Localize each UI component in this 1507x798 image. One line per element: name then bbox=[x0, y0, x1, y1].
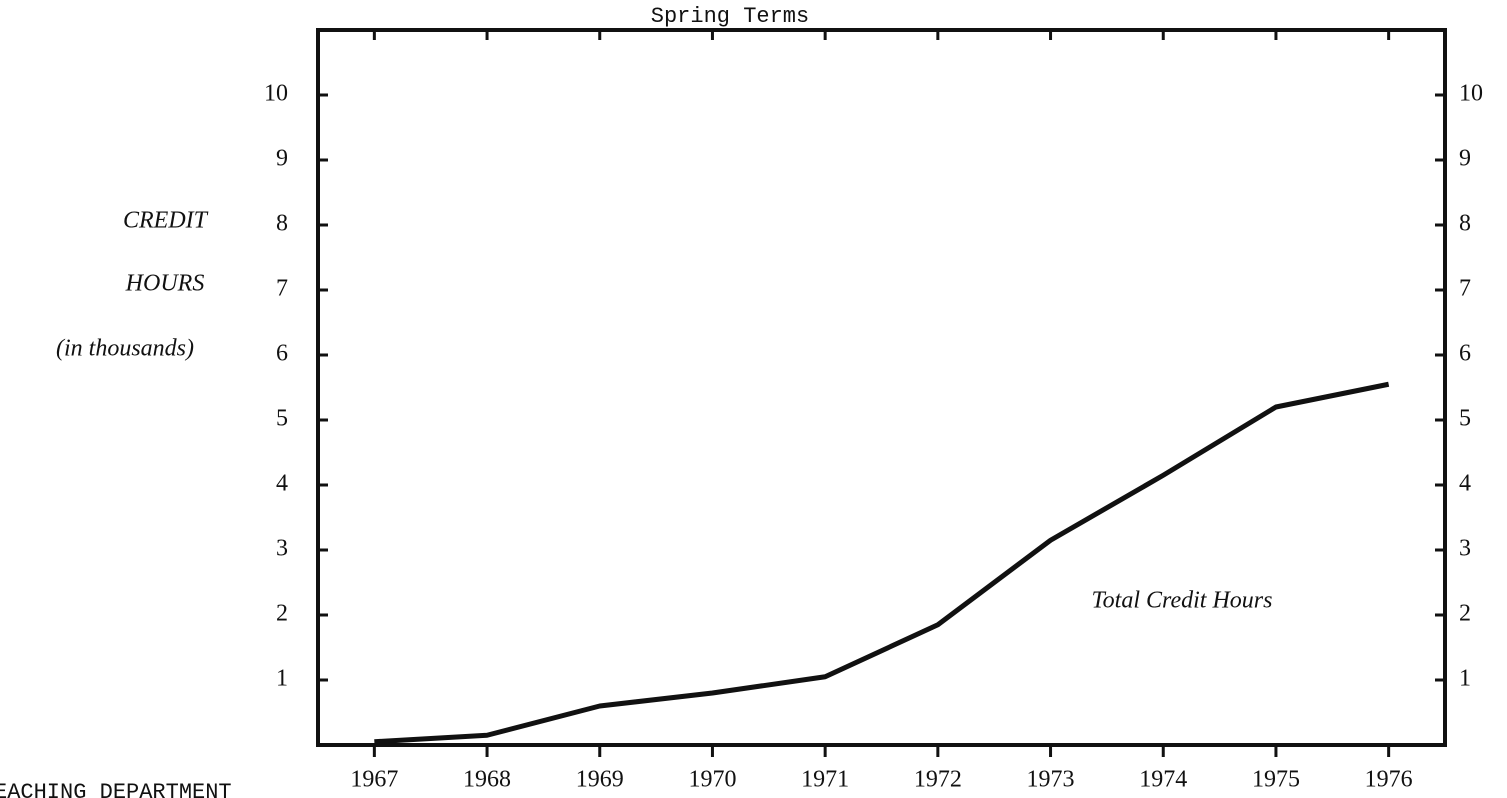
x-tick-label: 1976 bbox=[1365, 767, 1413, 793]
x-tick-label: 1971 bbox=[801, 767, 849, 793]
x-tick-label: 1972 bbox=[914, 767, 962, 793]
y-tick-label: 8 bbox=[276, 211, 288, 237]
y-tick-label: 7 bbox=[276, 276, 288, 302]
plot-frame bbox=[316, 28, 1447, 747]
data-line bbox=[374, 381, 1390, 745]
y-tick-label: 4 bbox=[276, 471, 288, 497]
x-tick-label: 1973 bbox=[1027, 767, 1075, 793]
y2-tick-label: 1 bbox=[1459, 666, 1471, 692]
y2-tick-label: 2 bbox=[1459, 601, 1471, 627]
y2-tick-label: 4 bbox=[1459, 471, 1471, 497]
x-tick-label: 1970 bbox=[688, 767, 736, 793]
y2-tick-label: 5 bbox=[1459, 406, 1471, 432]
y-tick-label: 9 bbox=[276, 146, 288, 172]
y-tick-label: 5 bbox=[276, 406, 288, 432]
y-axis-label: (in thousands) bbox=[56, 336, 194, 362]
y2-tick-label: 9 bbox=[1459, 146, 1471, 172]
x-tick-label: 1968 bbox=[463, 767, 511, 793]
y2-tick-label: 10 bbox=[1459, 81, 1483, 107]
annotation: Total Credit Hours bbox=[1092, 588, 1273, 614]
y2-tick-label: 8 bbox=[1459, 211, 1471, 237]
x-tick-label: 1967 bbox=[350, 767, 398, 793]
y-tick-label: 10 bbox=[264, 81, 288, 107]
y-tick-label: 1 bbox=[276, 666, 288, 692]
y-tick-label: 6 bbox=[276, 341, 288, 367]
y2-tick-label: 6 bbox=[1459, 341, 1471, 367]
y2-tick-label: 3 bbox=[1459, 536, 1471, 562]
annotation: EACHING DEPARTMENT bbox=[0, 780, 232, 798]
y-axis-label: CREDIT bbox=[123, 208, 209, 234]
y-axis-label: HOURS bbox=[125, 271, 205, 297]
y-tick-label: 3 bbox=[276, 536, 288, 562]
chart-title: Spring Terms bbox=[651, 4, 809, 29]
y-tick-label: 2 bbox=[276, 601, 288, 627]
x-tick-label: 1975 bbox=[1252, 767, 1300, 793]
x-tick-label: 1974 bbox=[1139, 767, 1187, 793]
y2-tick-label: 7 bbox=[1459, 276, 1471, 302]
x-tick-label: 1969 bbox=[576, 767, 624, 793]
